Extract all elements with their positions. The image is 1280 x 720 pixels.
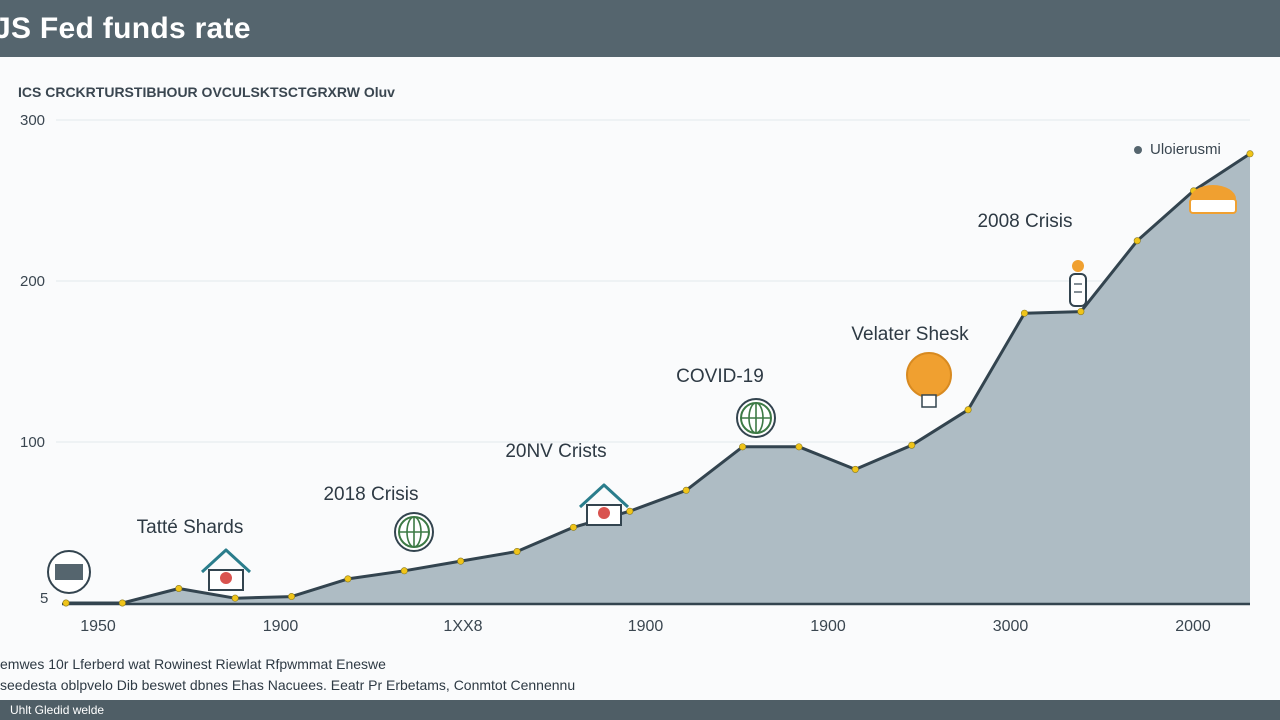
data-point <box>569 523 577 531</box>
data-point <box>908 441 916 449</box>
source-line-1: emwes 10r Lferberd wat Rowinest Riewlat … <box>0 656 386 672</box>
x-tick-label: 1900 <box>810 618 846 635</box>
data-point <box>682 486 690 494</box>
data-point <box>288 593 296 601</box>
data-point <box>851 465 859 473</box>
legend-label: Uloierusmi <box>1150 141 1221 158</box>
footer-text: Uhlt Gledid welde <box>10 703 105 717</box>
data-point <box>118 599 126 607</box>
x-tick-label: 2000 <box>1175 618 1211 635</box>
data-point <box>231 594 239 602</box>
data-point <box>626 507 634 515</box>
data-point <box>344 575 352 583</box>
data-point <box>400 567 408 575</box>
legend-dot-icon <box>1134 145 1142 154</box>
y-tick-label: 200 <box>20 273 45 290</box>
x-tick-label: 1900 <box>628 618 664 635</box>
x-tick-label: 1900 <box>263 618 299 635</box>
data-point <box>62 599 70 607</box>
y-tick-label: 300 <box>20 112 45 129</box>
coin-icon <box>47 550 91 594</box>
data-point <box>739 443 747 451</box>
house-icon <box>200 548 252 591</box>
annotation-label: Tatté Shards <box>137 517 244 538</box>
data-point <box>457 557 465 565</box>
data-point <box>1077 308 1085 316</box>
chart-subtitle: ICS CRCKRTURSTIBHOUR OVCULSKTSCTGRXRW Ol… <box>18 84 395 100</box>
data-point <box>513 547 521 555</box>
data-point <box>175 585 183 593</box>
bottle-icon <box>1069 260 1087 307</box>
bulb-icon <box>906 352 952 408</box>
series-area <box>66 153 1250 604</box>
series-line <box>66 152 1251 605</box>
data-point <box>795 443 803 451</box>
data-point <box>1246 150 1254 158</box>
x-tick-label: 1950 <box>80 618 116 635</box>
y-tick-label: 100 <box>20 434 45 451</box>
annotation-label: 2018 Crisis <box>323 484 418 505</box>
bowl-icon <box>1189 185 1237 214</box>
annotation-label: Velater Shesk <box>851 324 969 345</box>
globe-icon <box>736 398 776 438</box>
x-tick-label: 1XX8 <box>443 618 482 635</box>
data-point <box>964 406 972 414</box>
legend: Uloierusmi <box>1134 141 1221 158</box>
data-point <box>1133 237 1141 245</box>
annotation-label: 20NV Crists <box>505 441 606 462</box>
source-line-2: seedesta oblpvelo Dib beswet dbnes Ehas … <box>0 677 576 693</box>
x-tick-label: 3000 <box>993 618 1029 635</box>
annotation-label: COVID-19 <box>676 366 764 387</box>
house-icon <box>578 483 630 526</box>
title-bar: JS Fed funds rate <box>0 0 1280 57</box>
page-title: JS Fed funds rate <box>0 12 251 45</box>
footer-bar: Uhlt Gledid welde <box>0 700 1280 720</box>
globe-icon <box>394 512 434 552</box>
annotation-label: 2008 Crisis <box>977 211 1072 232</box>
y-tick-label: 5 <box>40 590 48 607</box>
data-point <box>1020 309 1028 317</box>
